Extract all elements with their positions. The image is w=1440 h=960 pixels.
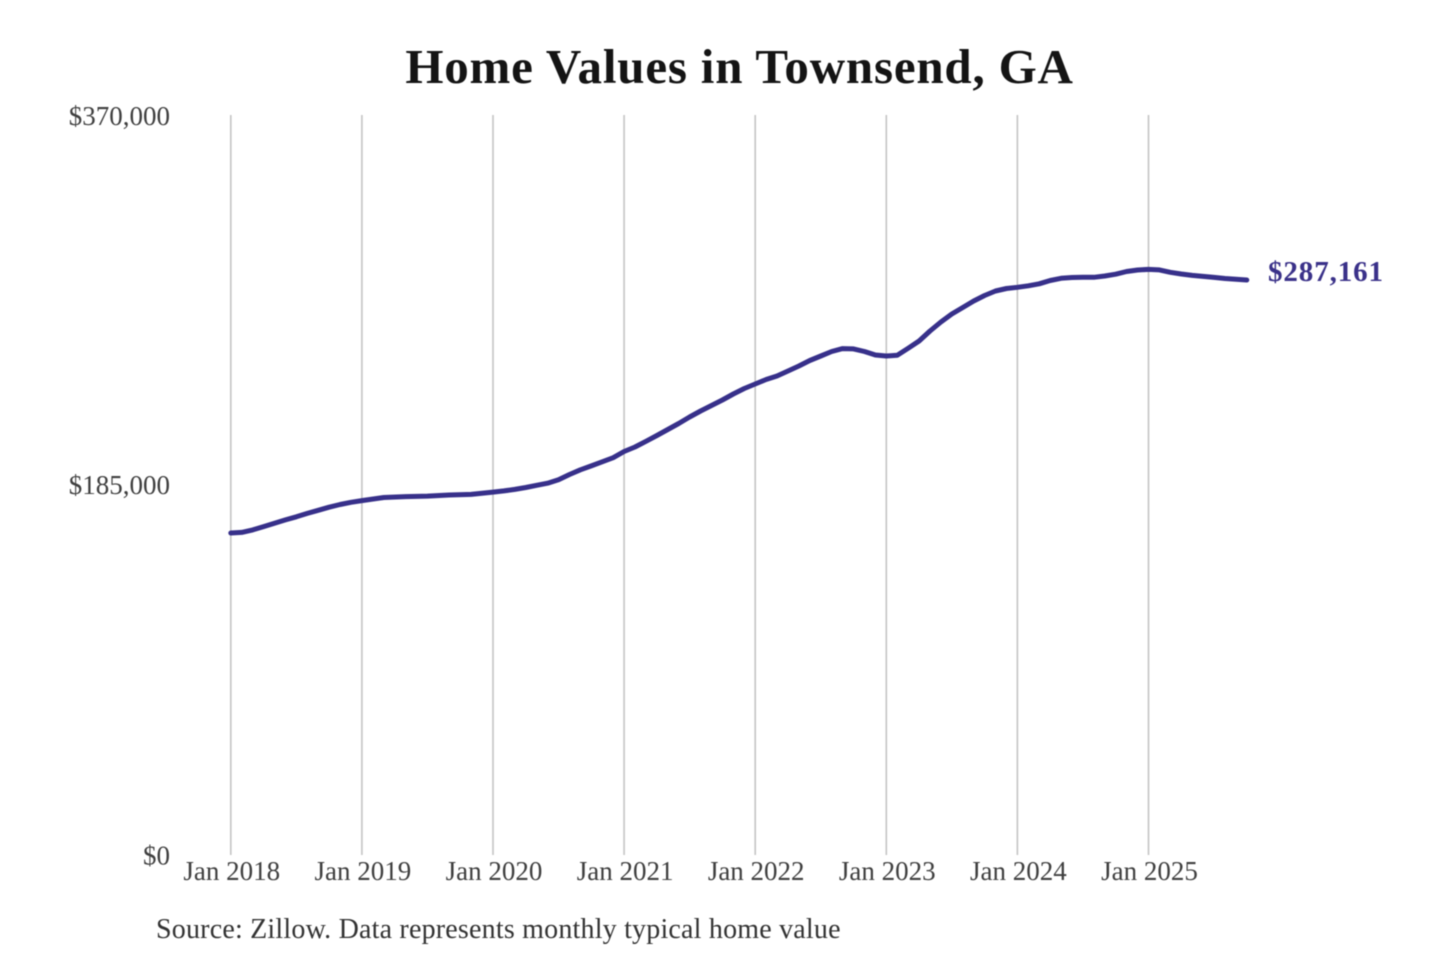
svg-text:$0: $0 [143, 841, 170, 871]
svg-text:Home Values in Townsend, GA: Home Values in Townsend, GA [405, 39, 1073, 94]
svg-text:Jan 2024: Jan 2024 [970, 856, 1067, 886]
svg-text:Jan 2021: Jan 2021 [577, 856, 674, 886]
svg-text:Jan 2023: Jan 2023 [839, 856, 936, 886]
svg-text:$370,000: $370,000 [69, 101, 170, 131]
svg-text:$287,161: $287,161 [1268, 256, 1384, 288]
svg-text:Source: Zillow. Data represent: Source: Zillow. Data represents monthly … [156, 914, 841, 945]
svg-text:Jan 2020: Jan 2020 [446, 856, 543, 886]
svg-text:$185,000: $185,000 [69, 470, 170, 500]
svg-text:Jan 2022: Jan 2022 [708, 856, 805, 886]
svg-text:Jan 2019: Jan 2019 [315, 856, 412, 886]
svg-text:Jan 2025: Jan 2025 [1101, 856, 1198, 886]
svg-text:Jan 2018: Jan 2018 [183, 856, 280, 886]
